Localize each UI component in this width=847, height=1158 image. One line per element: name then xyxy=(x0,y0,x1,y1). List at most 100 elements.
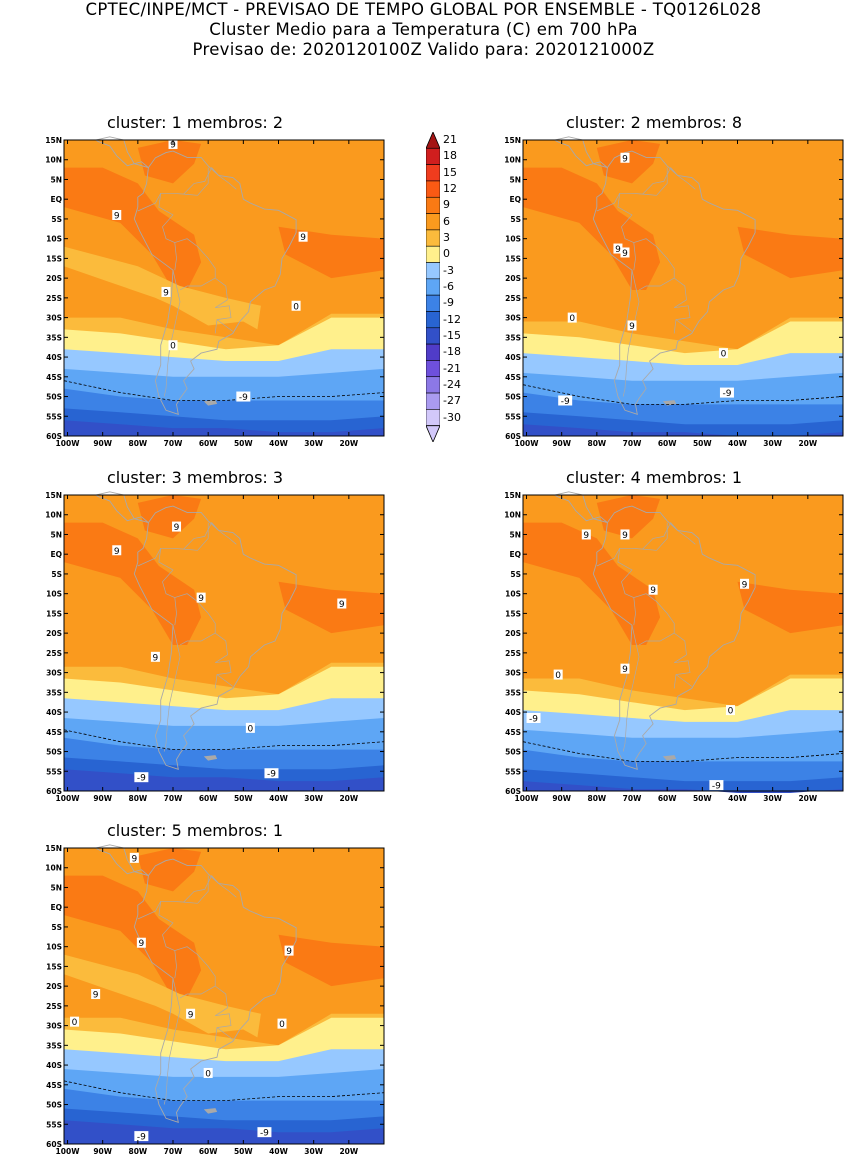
lon-label: 40W xyxy=(728,439,747,448)
country-border-6 xyxy=(183,521,237,550)
colorbar-label: 15 xyxy=(443,165,457,179)
lat-label: 55S xyxy=(505,767,521,776)
contour-label: 9 xyxy=(629,322,635,332)
falkland-islands xyxy=(203,755,218,761)
warm-9c-atlantic xyxy=(278,934,384,987)
lon-label: 40W xyxy=(269,439,288,448)
contour-label: 9 xyxy=(622,249,628,259)
contour-label-box xyxy=(134,1131,149,1142)
contour-label-box xyxy=(186,1008,196,1019)
colorbar-swatch xyxy=(426,409,440,426)
lon-label: 70W xyxy=(164,1147,183,1156)
contour-label: 9 xyxy=(174,523,180,533)
temperature-field xyxy=(64,140,384,436)
colorbar-label: -24 xyxy=(443,377,461,391)
lat-label: 50S xyxy=(505,393,521,402)
lat-label: 60S xyxy=(46,432,62,441)
colorbar-label: 9 xyxy=(443,198,450,212)
mild-3c-shelf xyxy=(64,954,261,1038)
colorbar-swatch xyxy=(426,376,440,394)
lat-label: 60S xyxy=(46,1140,62,1149)
lat-label: 10N xyxy=(504,156,521,165)
colorbar-bottom-arrow xyxy=(426,425,440,442)
country-border-1 xyxy=(596,522,668,567)
coastline-central-america xyxy=(553,136,608,169)
contour-label-box xyxy=(620,663,630,674)
lat-label: 5S xyxy=(510,570,521,579)
contour-label-box xyxy=(718,348,728,359)
contour-label: 9 xyxy=(170,140,176,150)
contour-label: 9 xyxy=(114,547,120,557)
contour-label: 0 xyxy=(72,1018,78,1028)
lon-label: 100W xyxy=(515,794,540,803)
contour-label-box xyxy=(620,247,630,258)
lat-label: 35S xyxy=(46,688,62,697)
colorbar-label: -15 xyxy=(443,328,461,342)
lat-label: 15N xyxy=(45,136,62,145)
lat-label: 10N xyxy=(45,864,62,873)
lat-label: 5N xyxy=(51,175,63,184)
contour-label: -9 xyxy=(137,1133,146,1143)
country-border-6 xyxy=(183,166,237,195)
lon-label: 90W xyxy=(93,794,112,803)
lon-label: 30W xyxy=(304,1147,323,1156)
band-minus15c xyxy=(64,769,384,791)
contour-label: 0 xyxy=(205,1069,211,1079)
colorbar-label: -12 xyxy=(443,312,461,326)
colorbar-swatch xyxy=(426,327,440,345)
band-minus15c xyxy=(64,420,384,436)
contour-label-box xyxy=(236,391,251,402)
country-border-5 xyxy=(675,319,693,332)
contour-label-box xyxy=(168,340,178,351)
contour-label: 9 xyxy=(131,854,137,864)
lon-label: 20W xyxy=(339,439,358,448)
lon-label: 70W xyxy=(164,439,183,448)
lat-label: 50S xyxy=(46,1101,62,1110)
lat-label: EQ xyxy=(51,903,63,912)
country-border-5 xyxy=(216,1027,234,1040)
lon-label: 90W xyxy=(93,439,112,448)
warm-9c-atlantic xyxy=(737,581,843,634)
lat-label: 20S xyxy=(46,982,62,991)
contour-label-box xyxy=(257,1127,272,1138)
contour-label-box xyxy=(627,320,637,331)
lon-label: 50W xyxy=(693,794,712,803)
lat-label: 60S xyxy=(46,787,62,796)
panel-title-cluster-4: cluster: 4 membros: 1 xyxy=(566,468,743,487)
warm-9c-north xyxy=(596,495,661,539)
lon-label: 40W xyxy=(269,1147,288,1156)
lat-label: 5N xyxy=(51,883,63,892)
lon-label: 100W xyxy=(56,794,81,803)
lon-label: 50W xyxy=(234,1147,253,1156)
lon-label: 30W xyxy=(304,794,323,803)
lat-label: 55S xyxy=(46,412,62,421)
map-cluster-3: 9 9 9 9 9 0 -9 -9 15N 10N 5N EQ 5S 10S 15S 20S 25S 30S 35S… xyxy=(45,491,385,803)
contour-label-box xyxy=(709,780,724,791)
lat-label: 15S xyxy=(46,254,62,263)
colorbar-swatch xyxy=(426,343,440,361)
header-line-2: Cluster Medio para a Temperatura (C) em … xyxy=(209,20,638,39)
contour-label: -9 xyxy=(712,782,721,792)
contour-label: 0 xyxy=(555,671,561,681)
lon-label: 60W xyxy=(199,439,218,448)
colorbar-label: 18 xyxy=(443,149,457,163)
map-cluster-1: 9 9 9 9 0 0 -9 15N 10N 5N EQ 5S 10S 15S 20S 25S 30S 35S 40… xyxy=(45,136,385,448)
contour-label-box xyxy=(112,209,122,220)
lat-label: 30S xyxy=(505,669,521,678)
contour-label-box xyxy=(196,592,206,603)
map-frame xyxy=(522,139,844,437)
colorbar-swatch xyxy=(426,245,440,263)
lat-label: 5N xyxy=(51,530,63,539)
map-frame xyxy=(63,139,385,437)
lat-label: 50S xyxy=(46,393,62,402)
contour-minus9 xyxy=(63,1080,385,1101)
color-scale-bar xyxy=(426,132,440,442)
colorbar-swatch xyxy=(426,262,440,280)
contour-label-box xyxy=(129,852,139,863)
lon-label: 30W xyxy=(304,439,323,448)
contour-label: 9 xyxy=(198,594,204,604)
lat-label: 20S xyxy=(46,629,62,638)
country-border-1 xyxy=(137,875,209,920)
map-cluster-5: 9 9 9 9 9 0 0 0 -9 -9 15N 10N 5N EQ 5S 10S 15S 20S 25S 30S 3… xyxy=(45,844,385,1156)
lon-label: 70W xyxy=(164,794,183,803)
